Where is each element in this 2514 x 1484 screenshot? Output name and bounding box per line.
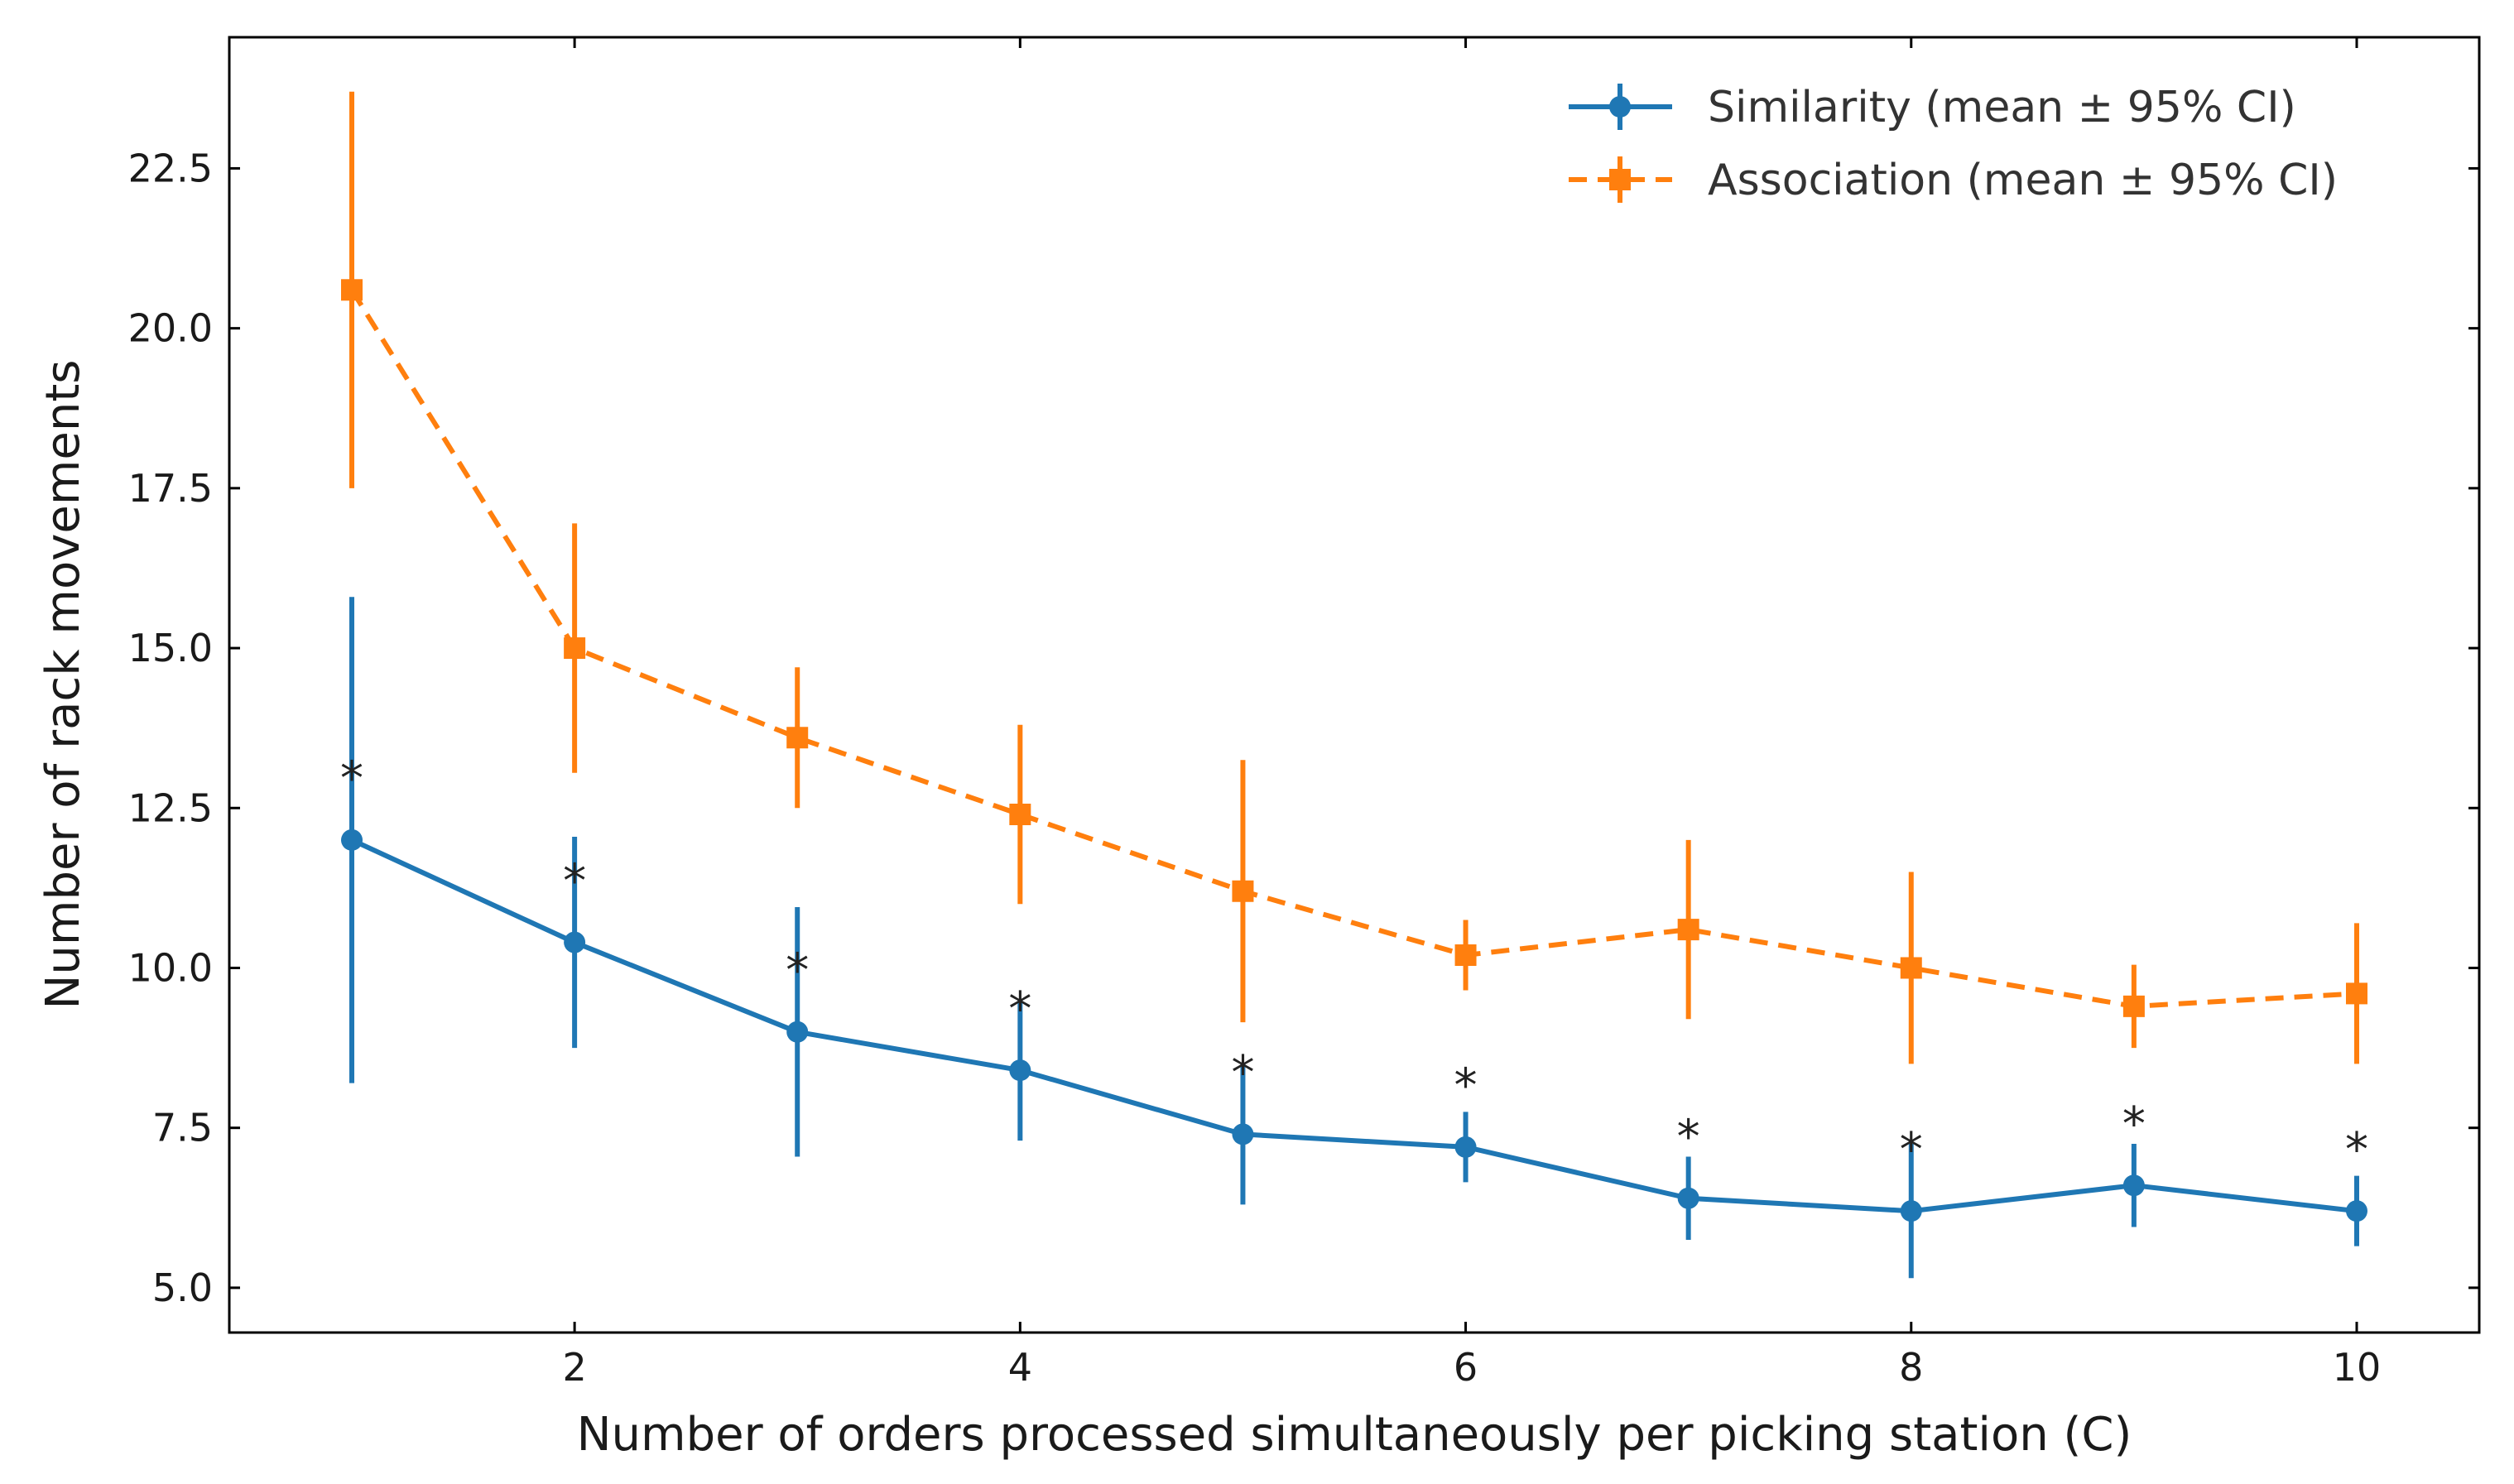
association-point [1232,880,1254,902]
similarity-point [786,1021,809,1043]
significance-marker: * [2345,1123,2368,1177]
significance-marker: * [1677,1110,1700,1164]
association-point [1009,804,1031,825]
similarity-point [1900,1200,1922,1222]
association-series-line [349,288,2358,1009]
legend-entry-similarity: Similarity (mean ± 95% CI) [1569,83,2296,132]
significance-marker: * [340,752,363,806]
x-tick-label: 10 [2333,1345,2382,1390]
x-axis: 2 4 6 8 10 [562,37,2381,1390]
y-tick-label: 17.5 [128,466,213,511]
series-layer [341,91,2367,1279]
significance-annotations: * * * * * * * * * * [340,752,2368,1177]
similarity-point [341,828,363,851]
association-point [1900,957,1922,979]
association-point [341,279,363,301]
legend-association-marker [1609,169,1631,190]
similarity-point [564,931,586,953]
similarity-point [2345,1200,2367,1222]
similarity-point [1677,1187,1699,1209]
y-tick-label: 7.5 [152,1106,213,1150]
y-tick-label: 12.5 [128,785,213,830]
association-point [2122,995,2145,1017]
legend-similarity-marker [1609,96,1631,118]
association-point [786,727,809,749]
significance-marker: * [786,944,809,997]
y-tick-label: 5.0 [152,1265,213,1310]
association-point [1677,919,1699,941]
similarity-series-line [350,838,2358,1214]
y-axis-label: Number of rack movements [36,360,90,1010]
legend: Similarity (mean ± 95% CI) Association (… [1556,63,2459,219]
similarity-point [1232,1123,1254,1145]
significance-marker: * [2122,1097,2146,1151]
similarity-point [1454,1136,1477,1158]
y-tick-label: 20.0 [128,306,213,351]
legend-association-label: Association (mean ± 95% CI) [1708,156,2338,205]
significance-marker: * [1454,1059,1478,1113]
y-axis: 5.0 7.5 10.0 12.5 15.0 17.5 20.0 22.5 [128,146,2479,1310]
x-tick-label: 6 [1454,1345,1478,1390]
legend-similarity-label: Similarity (mean ± 95% CI) [1708,83,2296,132]
association-point [1454,944,1477,967]
significance-marker: * [1900,1123,1923,1177]
significance-marker: * [1231,1046,1254,1100]
x-tick-label: 8 [1899,1345,1923,1390]
x-axis-label: Number of orders processed simultaneousl… [577,1408,2132,1462]
y-tick-label: 10.0 [128,945,213,990]
similarity-point [1009,1059,1031,1082]
y-tick-label: 15.0 [128,626,213,670]
x-tick-label: 2 [562,1345,586,1390]
y-tick-label: 22.5 [128,146,213,190]
legend-entry-association: Association (mean ± 95% CI) [1569,156,2338,205]
x-tick-label: 4 [1008,1345,1032,1390]
significance-marker: * [563,854,586,908]
similarity-point [2122,1174,2145,1197]
legend-frame [1556,63,2459,219]
association-point [564,637,586,660]
significance-marker: * [1008,982,1031,1036]
association-point [2345,982,2367,1005]
plot-area [228,36,2481,1334]
